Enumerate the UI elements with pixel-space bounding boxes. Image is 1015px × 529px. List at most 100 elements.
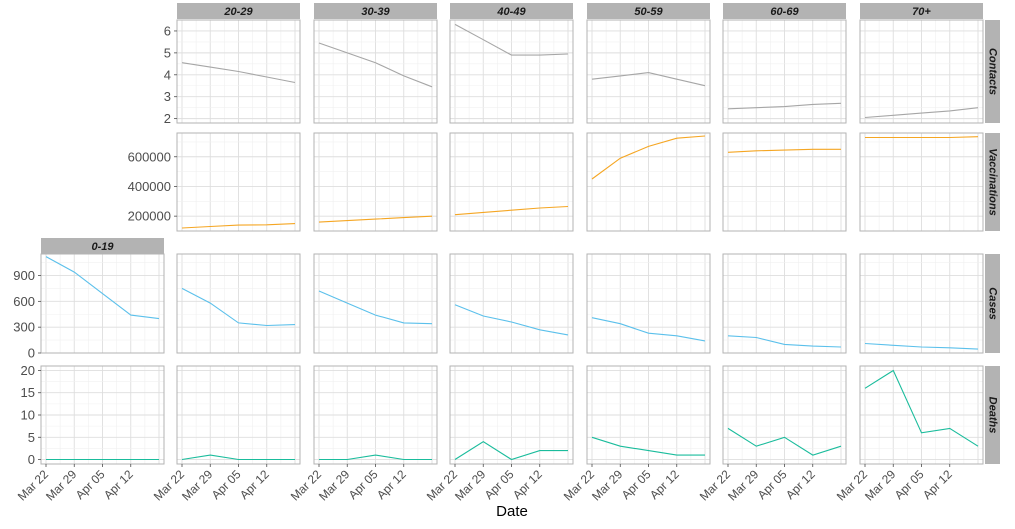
series-line-cases-50-59: [591, 317, 706, 342]
panel-vaccinations-40-49: [449, 132, 574, 232]
series-line-vaccinations-20-29: [181, 223, 296, 229]
y-tick-label: 4: [164, 67, 171, 82]
y-tick-label: 0: [28, 452, 35, 467]
panel-cases-40-49: [449, 253, 574, 354]
panel-deaths-70: [859, 365, 984, 465]
series-line-cases-20-29: [181, 287, 296, 327]
panel-cases-20-29: [176, 253, 301, 354]
series-line-cases-0-19: [45, 256, 160, 320]
panel-vaccinations-60-69: [722, 132, 847, 232]
x-tick-label: Apr 12: [920, 467, 955, 502]
panel-border: [313, 132, 438, 232]
x-tick-label: Apr 05: [755, 467, 790, 502]
x-tick-label: Mar 22: [151, 467, 188, 504]
panel-border: [176, 132, 301, 232]
series-line-vaccinations-40-49: [454, 205, 569, 216]
y-tick-label: 15: [21, 385, 35, 400]
panel-border: [176, 19, 301, 124]
series-line-deaths-60-69: [727, 427, 842, 456]
panel-vaccinations-70: [859, 132, 984, 232]
panel-deaths-30-39: [313, 365, 438, 465]
panel-border: [859, 132, 984, 232]
x-tick-label: Mar 29: [179, 467, 216, 504]
series-line-cases-40-49: [454, 304, 569, 336]
y-tick-label: 2: [164, 111, 171, 126]
y-tick-label: 5: [164, 45, 171, 60]
panel-border: [722, 253, 847, 354]
y-tick-label: 10: [21, 408, 35, 423]
panel-vaccinations-30-39: [313, 132, 438, 232]
panel-contacts-60-69: [722, 19, 847, 124]
y-tick-label: 200000: [128, 209, 171, 224]
column-strip-30-39: [314, 3, 437, 19]
y-tick-label: 6: [164, 23, 171, 38]
column-strip-70: [860, 3, 983, 19]
y-tick-label: 20: [21, 363, 35, 378]
y-tick-label: 600: [13, 294, 35, 309]
series-line-cases-70: [864, 342, 979, 350]
panel-cases-30-39: [313, 253, 438, 354]
x-tick-label: Mar 29: [725, 467, 762, 504]
panel-contacts-70: [859, 19, 984, 124]
x-tick-label: Mar 22: [424, 467, 461, 504]
panel-deaths-20-29: [176, 365, 301, 465]
panel-border: [313, 253, 438, 354]
series-line-contacts-40-49: [454, 23, 569, 56]
series-line-contacts-20-29: [181, 62, 296, 84]
row-strip-cases: [985, 254, 1000, 353]
x-tick-label: Mar 29: [43, 467, 80, 504]
x-tick-label: Apr 12: [237, 467, 272, 502]
panel-border: [176, 253, 301, 354]
row-strip-label: Vaccinations: [987, 148, 999, 215]
panel-border: [449, 253, 574, 354]
row-strip-vaccinations: [985, 133, 1000, 231]
column-strip-50-59: [587, 3, 710, 19]
x-tick-label: Mar 29: [452, 467, 489, 504]
series-line-vaccinations-30-39: [318, 215, 433, 223]
x-tick-label: Apr 05: [892, 467, 927, 502]
x-tick-label: Mar 29: [862, 467, 899, 504]
panel-cases-70: [859, 253, 984, 354]
row-strip-label: Deaths: [987, 397, 999, 434]
series-line-contacts-60-69: [727, 102, 842, 110]
x-tick-label: Apr 05: [346, 467, 381, 502]
panel-deaths-40-49: [449, 365, 574, 465]
x-tick-label: Apr 05: [482, 467, 517, 502]
x-axis-title: Date: [496, 503, 528, 520]
panel-contacts-50-59: [586, 19, 711, 124]
panel-border: [586, 19, 711, 124]
panel-border: [859, 19, 984, 124]
panel-border: [449, 132, 574, 232]
y-tick-label: 5: [28, 430, 35, 445]
column-strip-40-49: [450, 3, 573, 19]
panel-vaccinations-20-29: [176, 132, 301, 232]
y-tick-label: 0: [28, 346, 35, 361]
panel-cases-50-59: [586, 253, 711, 354]
panel-border: [449, 19, 574, 124]
x-tick-label: Apr 12: [647, 467, 682, 502]
column-strip-label: 40-49: [496, 6, 526, 18]
series-line-vaccinations-60-69: [727, 148, 841, 153]
series-line-deaths-50-59: [591, 436, 705, 456]
x-tick-label: Mar 22: [561, 467, 598, 504]
column-strip-label: 30-39: [361, 6, 390, 18]
y-tick-label: 300: [13, 320, 35, 335]
x-tick-label: Mar 29: [316, 467, 353, 504]
column-strip-label: 0-19: [91, 241, 114, 253]
row-strip-label: Cases: [987, 287, 999, 319]
y-tick-label: 900: [13, 268, 35, 283]
panel-border: [586, 253, 711, 354]
x-tick-label: Mar 22: [15, 467, 52, 504]
panel-border: [586, 132, 711, 232]
panel-deaths-50-59: [586, 365, 711, 465]
panel-border: [722, 132, 847, 232]
column-strip-label: 50-59: [634, 6, 663, 18]
row-strip-label: Contacts: [987, 48, 999, 95]
panel-contacts-40-49: [449, 19, 574, 124]
series-line-contacts-70: [864, 107, 979, 119]
series-line-deaths-70: [864, 369, 979, 447]
panel-deaths-60-69: [722, 365, 847, 465]
panel-contacts-30-39: [313, 19, 438, 124]
